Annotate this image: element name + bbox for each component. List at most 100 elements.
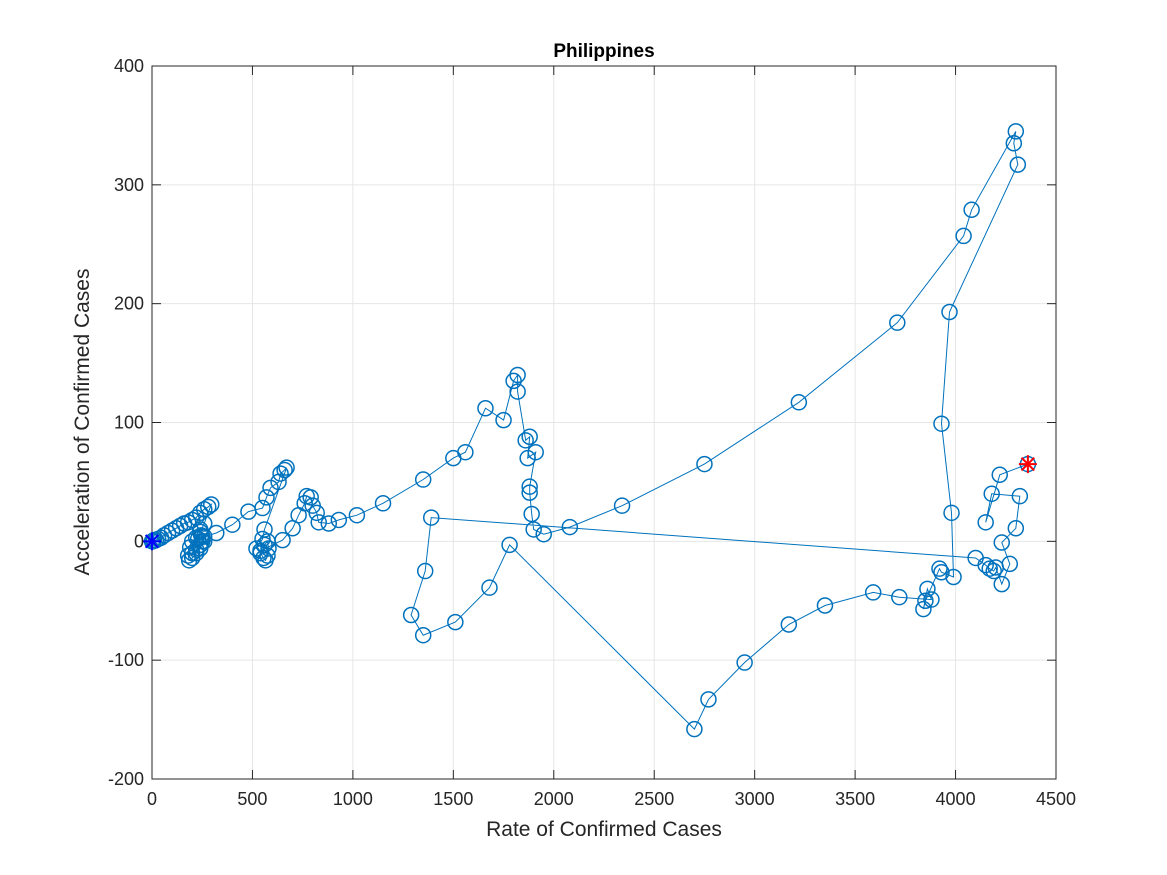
data-point — [923, 591, 940, 608]
data-point — [255, 549, 272, 567]
data-point — [943, 504, 960, 522]
data-point — [296, 495, 313, 512]
data-point — [891, 588, 908, 606]
data-point — [276, 461, 293, 479]
data-point — [278, 459, 295, 476]
data-point — [501, 536, 518, 554]
end-marker-stroke — [1020, 457, 1035, 472]
x-tick-label: 1000 — [333, 789, 373, 809]
data-point — [208, 524, 225, 542]
data-point — [527, 443, 544, 461]
y-tick-label: 400 — [114, 56, 144, 76]
data-point — [254, 499, 271, 517]
data-point — [915, 600, 932, 618]
data-point — [696, 455, 713, 473]
data-point — [1007, 520, 1025, 537]
chart-title: Philippines — [553, 41, 654, 62]
data-point — [422, 509, 440, 526]
y-tick-label: 100 — [114, 413, 144, 433]
data-point — [348, 506, 366, 524]
data-point — [816, 597, 834, 614]
end-marker — [1018, 455, 1037, 474]
data-point — [1005, 134, 1023, 152]
y-tick-label: 300 — [114, 175, 144, 195]
data-point — [889, 314, 906, 331]
data-point — [481, 579, 498, 596]
x-axis-label: Rate of Confirmed Cases — [486, 818, 722, 841]
data-point — [525, 521, 542, 538]
data-point — [183, 544, 201, 562]
y-tick-label: 200 — [114, 294, 144, 314]
data-point — [224, 516, 241, 533]
data-point — [195, 528, 213, 545]
data-point — [457, 443, 474, 461]
x-tick-label: 0 — [147, 789, 157, 809]
data-point — [700, 691, 717, 708]
data-point — [521, 478, 538, 495]
x-tick-label: 3500 — [835, 789, 875, 809]
x-tick-label: 4000 — [936, 789, 976, 809]
data-point — [163, 522, 181, 539]
data-point — [308, 504, 325, 522]
data-point — [613, 497, 631, 514]
data-point — [917, 592, 934, 609]
data-point — [535, 525, 552, 543]
data-point — [1001, 555, 1019, 573]
data-point — [179, 514, 197, 531]
x-tick-label: 1500 — [433, 789, 473, 809]
data-series — [143, 123, 1037, 738]
data-point — [517, 432, 534, 449]
data-point — [187, 541, 205, 558]
data-point — [561, 518, 579, 536]
data-point — [320, 515, 338, 532]
labels: 0 500 1000 1500 2000 2500 3000 3500 4000 4500-200… — [108, 56, 1076, 809]
data-point — [495, 411, 512, 429]
y-axis-label: Acceleration of Confirmed Cases — [71, 269, 94, 576]
data-point — [330, 511, 348, 529]
data-point — [258, 489, 275, 506]
data-point — [983, 485, 1000, 503]
data-point — [931, 560, 948, 577]
data-point — [790, 394, 808, 411]
data-point — [274, 531, 291, 549]
data-point — [477, 399, 494, 417]
data-point — [252, 542, 269, 560]
x-tick-label: 500 — [237, 789, 267, 809]
data-point — [941, 303, 958, 321]
data-point — [933, 563, 950, 581]
start-marker-stroke — [144, 534, 160, 549]
data-point — [521, 428, 538, 446]
data-point — [447, 613, 464, 631]
data-point — [780, 616, 798, 633]
data-point — [521, 484, 538, 501]
data-point — [199, 498, 217, 516]
data-point — [991, 466, 1009, 484]
data-point — [509, 383, 526, 400]
y-tick-label: -200 — [108, 769, 144, 789]
data-point — [260, 540, 277, 557]
data-point — [864, 584, 882, 601]
data-point — [955, 227, 972, 245]
data-point — [509, 366, 526, 384]
data-point — [374, 495, 392, 512]
data-point — [686, 720, 703, 738]
data-point — [1009, 156, 1027, 173]
x-tick-label: 2500 — [634, 789, 674, 809]
data-point — [919, 580, 936, 598]
data-point — [183, 549, 201, 567]
axes — [151, 65, 1057, 780]
x-tick-label: 4500 — [1036, 789, 1076, 809]
data-point — [416, 562, 434, 580]
data-point — [993, 575, 1011, 593]
data-point — [402, 606, 420, 624]
data-point — [981, 560, 998, 577]
start-marker — [143, 532, 161, 551]
data-point — [993, 534, 1011, 551]
data-point — [159, 524, 177, 542]
data-point — [1011, 487, 1029, 505]
data-point — [414, 471, 432, 488]
y-tick-label: -100 — [108, 650, 144, 670]
data-point — [1007, 123, 1025, 140]
